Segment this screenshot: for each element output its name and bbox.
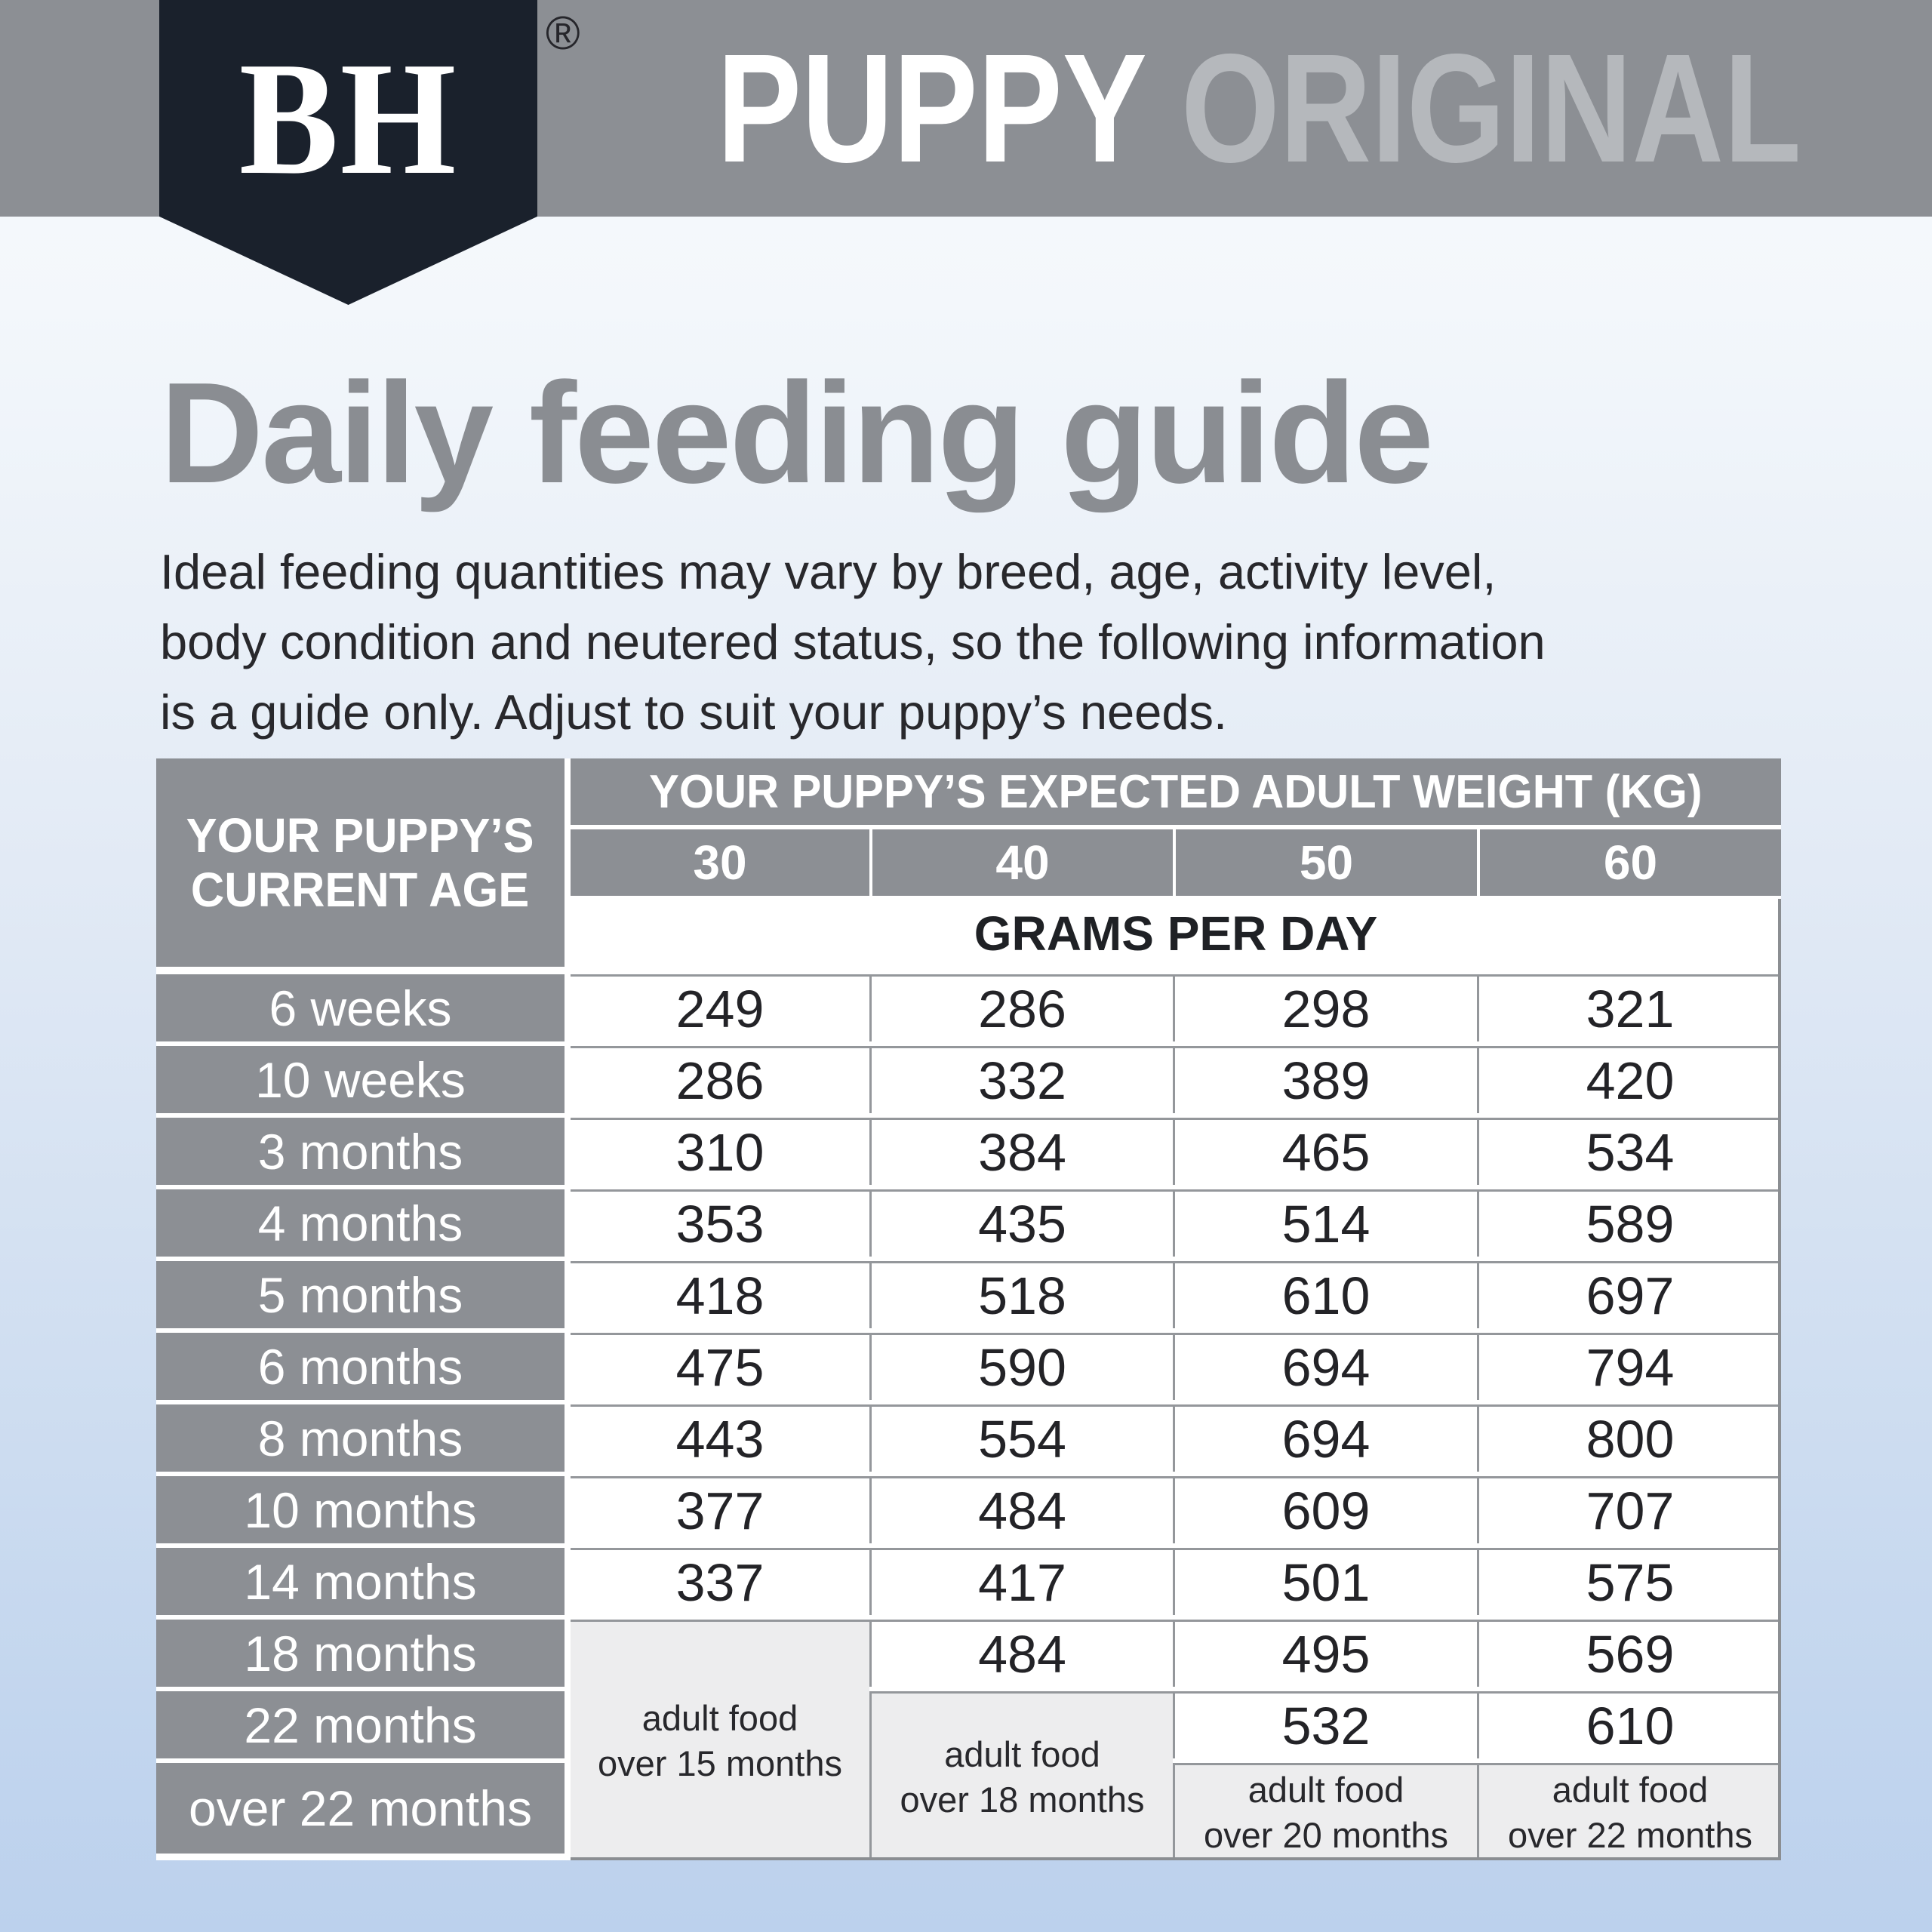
masthead: PUPPY ORIGINAL bbox=[717, 0, 1801, 217]
brand-badge: BH bbox=[159, 0, 537, 305]
value-cell: 575 bbox=[1477, 1548, 1781, 1615]
age-cell: 14 months bbox=[156, 1548, 565, 1615]
value-cell: 310 bbox=[571, 1118, 869, 1185]
value-cell: 532 bbox=[1173, 1691, 1477, 1758]
value-cell: 484 bbox=[869, 1476, 1173, 1543]
value-cell: 694 bbox=[1173, 1404, 1477, 1472]
adult-food-note-cell: adult food over 18 months bbox=[869, 1691, 1173, 1860]
value-cell: 694 bbox=[1173, 1333, 1477, 1400]
value-cell: 697 bbox=[1477, 1261, 1781, 1328]
value-cell: 337 bbox=[571, 1548, 869, 1615]
value-cell: 534 bbox=[1477, 1118, 1781, 1185]
weight-col-header: 60 bbox=[1477, 829, 1781, 896]
value-cell: 332 bbox=[869, 1046, 1173, 1113]
age-cell: over 22 months bbox=[156, 1763, 565, 1854]
age-cell: 6 months bbox=[156, 1333, 565, 1400]
value-cell: 443 bbox=[571, 1404, 869, 1472]
brand-logo: BH bbox=[238, 28, 458, 208]
corner-header-label: YOUR PUPPY’S CURRENT AGE bbox=[186, 808, 534, 917]
value-cell: 384 bbox=[869, 1118, 1173, 1185]
age-cell: 10 months bbox=[156, 1476, 565, 1543]
age-cell: 6 weeks bbox=[156, 974, 565, 1041]
value-cell: 286 bbox=[571, 1046, 869, 1113]
age-cell: 22 months bbox=[156, 1691, 565, 1758]
registered-trademark-icon: ® bbox=[546, 8, 580, 60]
age-cell: 18 months bbox=[156, 1620, 565, 1687]
product-name: PUPPY bbox=[717, 22, 1147, 195]
value-cell: 554 bbox=[869, 1404, 1173, 1472]
value-cell: 418 bbox=[571, 1261, 869, 1328]
weight-header-label: YOUR PUPPY’S EXPECTED ADULT WEIGHT (KG) bbox=[649, 765, 1703, 818]
weight-col-header: 50 bbox=[1173, 829, 1477, 896]
unit-header-cell: GRAMS PER DAY bbox=[571, 899, 1781, 968]
value-cell: 249 bbox=[571, 974, 869, 1041]
table-bottom-edge bbox=[571, 1857, 1781, 1860]
weight-col-header: 30 bbox=[571, 829, 869, 896]
value-cell: 389 bbox=[1173, 1046, 1477, 1113]
value-cell: 518 bbox=[869, 1261, 1173, 1328]
value-cell: 610 bbox=[1477, 1691, 1781, 1758]
value-cell: 417 bbox=[869, 1548, 1173, 1615]
value-cell: 420 bbox=[1477, 1046, 1781, 1113]
adult-food-note-cell: adult food over 22 months bbox=[1477, 1763, 1781, 1860]
value-cell: 484 bbox=[869, 1620, 1173, 1687]
intro-text: Ideal feeding quantities may vary by bre… bbox=[160, 544, 1546, 740]
age-cell: 3 months bbox=[156, 1118, 565, 1185]
adult-food-note-cell: adult food over 15 months bbox=[571, 1620, 869, 1860]
value-cell: 610 bbox=[1173, 1261, 1477, 1328]
value-cell: 475 bbox=[571, 1333, 869, 1400]
feeding-table: YOUR PUPPY’S CURRENT AGE YOUR PUPPY’S EX… bbox=[156, 758, 1781, 1860]
value-cell: 465 bbox=[1173, 1118, 1477, 1185]
value-cell: 794 bbox=[1477, 1333, 1781, 1400]
adult-food-note-cell: adult food over 20 months bbox=[1173, 1763, 1477, 1860]
age-cell: 4 months bbox=[156, 1189, 565, 1257]
age-cell: 10 weeks bbox=[156, 1046, 565, 1113]
value-cell: 501 bbox=[1173, 1548, 1477, 1615]
table-right-edge bbox=[1778, 899, 1781, 1860]
value-cell: 321 bbox=[1477, 974, 1781, 1041]
value-cell: 609 bbox=[1173, 1476, 1477, 1543]
value-cell: 298 bbox=[1173, 974, 1477, 1041]
age-cell: 5 months bbox=[156, 1261, 565, 1328]
weight-header-cell: YOUR PUPPY’S EXPECTED ADULT WEIGHT (KG) bbox=[571, 758, 1781, 825]
weight-col-header: 40 bbox=[869, 829, 1173, 896]
value-cell: 495 bbox=[1173, 1620, 1477, 1687]
value-cell: 707 bbox=[1477, 1476, 1781, 1543]
value-cell: 514 bbox=[1173, 1189, 1477, 1257]
corner-header-cell: YOUR PUPPY’S CURRENT AGE bbox=[156, 758, 565, 967]
value-cell: 353 bbox=[571, 1189, 869, 1257]
value-cell: 569 bbox=[1477, 1620, 1781, 1687]
value-cell: 590 bbox=[869, 1333, 1173, 1400]
page-title: Daily feeding guide bbox=[160, 353, 1434, 513]
variant-name: ORIGINAL bbox=[1180, 22, 1801, 195]
value-cell: 589 bbox=[1477, 1189, 1781, 1257]
value-cell: 377 bbox=[571, 1476, 869, 1543]
value-cell: 435 bbox=[869, 1189, 1173, 1257]
age-cell: 8 months bbox=[156, 1404, 565, 1472]
value-cell: 800 bbox=[1477, 1404, 1781, 1472]
value-cell: 286 bbox=[869, 974, 1173, 1041]
